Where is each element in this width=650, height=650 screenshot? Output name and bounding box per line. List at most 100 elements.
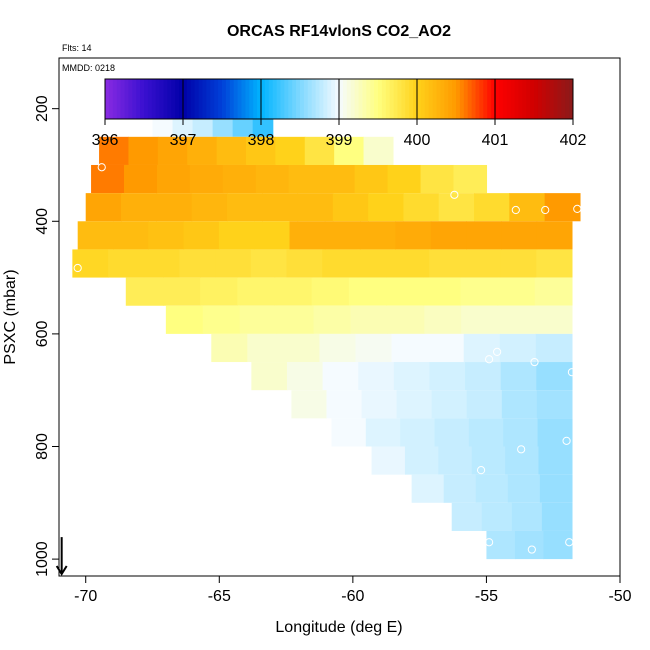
heat-cell xyxy=(156,164,191,194)
colorbar-swatch xyxy=(167,79,172,119)
colorbar-swatch xyxy=(268,79,274,119)
colorbar-swatch xyxy=(471,79,476,119)
heat-cell xyxy=(200,277,238,306)
observation-point xyxy=(485,355,494,364)
colorbar-swatch xyxy=(280,79,285,119)
heat-cell xyxy=(498,305,536,334)
heat-cell xyxy=(501,221,538,250)
heat-cell xyxy=(358,362,395,391)
heat-cell xyxy=(539,474,573,503)
heat-cell xyxy=(121,193,157,222)
colorbar-swatch xyxy=(144,79,149,119)
heat-cell xyxy=(246,136,276,165)
observation-point xyxy=(73,263,82,273)
colorbar-swatch xyxy=(514,79,519,119)
colorbar-swatch xyxy=(409,79,414,119)
heat-cell xyxy=(311,277,350,306)
observation-points-layer xyxy=(73,93,582,554)
observation-point xyxy=(476,466,486,475)
heat-cell xyxy=(191,193,228,222)
heat-cell xyxy=(326,390,363,419)
heat-cell xyxy=(276,305,315,334)
colorbar-swatch xyxy=(436,79,441,119)
heat-cell xyxy=(85,193,122,222)
colorbar-swatch xyxy=(120,79,125,119)
colorbar-tick-label: 402 xyxy=(560,132,587,149)
heat-cell xyxy=(216,136,247,165)
heat-cell xyxy=(535,305,573,334)
colorbar-swatch xyxy=(140,79,145,119)
colorbar-swatch xyxy=(241,79,246,119)
colorbar-swatch xyxy=(350,79,356,119)
colorbar-swatch xyxy=(393,79,398,119)
colorbar-swatch xyxy=(498,79,504,119)
colorbar-swatch xyxy=(183,79,188,119)
y-tick-label: 800 xyxy=(34,433,51,460)
colorbar-swatch xyxy=(225,79,231,119)
colorbar-swatch xyxy=(218,79,223,119)
heat-cell xyxy=(371,446,406,475)
heat-cell xyxy=(113,221,149,250)
colorbar-swatch xyxy=(151,79,157,119)
heat-cell xyxy=(162,277,201,306)
colorbar-swatch xyxy=(545,79,551,119)
heat-cell xyxy=(334,136,365,165)
heat-cell xyxy=(420,164,455,194)
heat-cell xyxy=(474,193,510,222)
heat-cell xyxy=(288,164,323,194)
colorbar-swatch xyxy=(526,79,531,119)
colorbar-swatch xyxy=(124,79,129,119)
colorbar-swatch xyxy=(159,79,164,119)
heat-cell xyxy=(460,277,499,306)
colorbar-swatch xyxy=(190,79,196,119)
heat-cell xyxy=(507,474,541,503)
heat-cell xyxy=(429,249,466,278)
heat-cell xyxy=(505,446,540,475)
heat-cell xyxy=(77,221,114,250)
heat-cell xyxy=(368,193,405,222)
heat-cell xyxy=(503,418,539,447)
arrow-layer xyxy=(55,537,68,576)
heat-cell xyxy=(387,305,425,334)
heat-cell xyxy=(500,249,537,278)
observation-point xyxy=(541,205,550,215)
axes: -70 -65 -60 -55 -50 200 400 600 800 1000 xyxy=(34,95,632,605)
heat-cell xyxy=(499,333,537,363)
colorbar-swatch xyxy=(307,79,313,119)
colorbar-swatch xyxy=(381,79,387,119)
plot-frame xyxy=(58,57,621,577)
heat-cell xyxy=(157,136,188,165)
heat-cell xyxy=(91,164,125,194)
colorbar-swatch xyxy=(541,79,547,119)
x-tick-label: -55 xyxy=(475,588,498,605)
heat-cell xyxy=(165,305,204,334)
heat-cell xyxy=(128,136,159,165)
heat-cell xyxy=(354,164,389,194)
heat-cell xyxy=(396,390,433,419)
colorbar-swatch xyxy=(112,79,118,119)
colorbar-swatch xyxy=(233,79,239,119)
heat-cell xyxy=(237,277,276,306)
heat-cell xyxy=(218,221,255,250)
colorbar-swatch xyxy=(428,79,434,119)
heat-cell xyxy=(424,305,462,334)
arrow-head xyxy=(55,565,68,576)
colorbar-swatch xyxy=(561,79,566,119)
colorbar-swatch xyxy=(569,79,574,119)
heat-cell xyxy=(536,362,573,391)
heat-cell xyxy=(183,221,220,250)
heat-cell xyxy=(247,333,284,363)
colorbar-swatch xyxy=(557,79,562,119)
colorbar-tick-label: 400 xyxy=(404,132,431,149)
observation-point xyxy=(517,445,526,454)
x-tick-label: -50 xyxy=(608,588,631,605)
heat-cell xyxy=(543,530,573,560)
heat-cell xyxy=(393,249,430,278)
colorbar-swatch xyxy=(495,79,500,119)
heat-cell xyxy=(331,418,367,447)
heat-cell xyxy=(124,164,158,194)
colorbar-swatch xyxy=(510,79,515,119)
colorbar-swatch xyxy=(354,79,359,119)
colorbar-swatch xyxy=(128,79,133,119)
heat-cell xyxy=(468,418,504,447)
